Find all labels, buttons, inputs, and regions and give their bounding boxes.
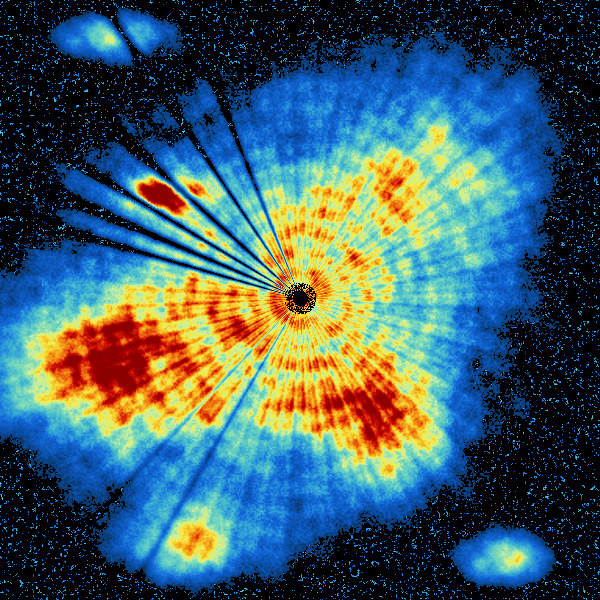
radar-reflectivity-heatmap — [0, 0, 600, 600]
radar-image-panel — [0, 0, 600, 600]
